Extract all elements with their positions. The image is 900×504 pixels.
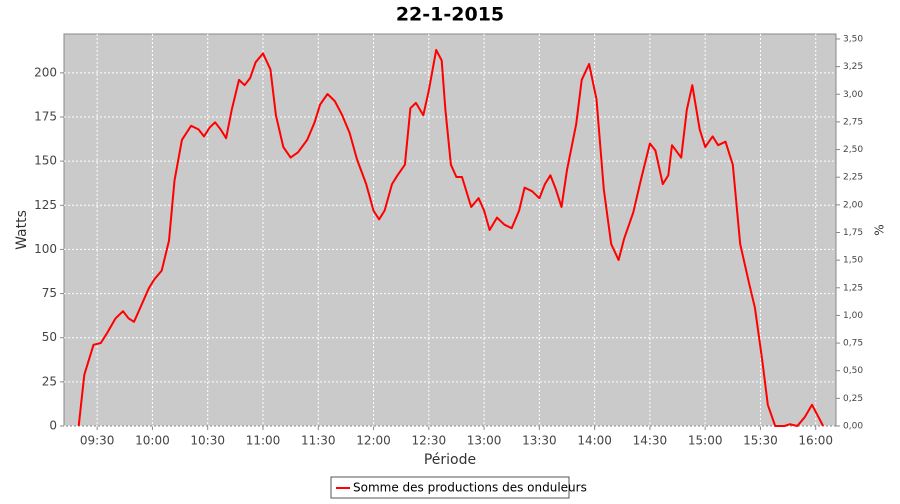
x-axis-label: Période <box>424 452 476 468</box>
x-tick-label: 09:30 <box>80 434 115 448</box>
y2-tick-label: 1,00 <box>843 311 863 321</box>
y2-tick-label: 2,25 <box>843 173 863 183</box>
y2-axis-label: % <box>873 224 887 235</box>
x-tick-label: 12:00 <box>356 434 391 448</box>
x-tick-label: 14:00 <box>577 434 612 448</box>
series-line <box>77 48 824 427</box>
x-tick-label: 16:00 <box>798 434 833 448</box>
y-tick-label: 0 <box>49 419 57 433</box>
y2-tick-label: 0,00 <box>843 422 863 432</box>
y2-tick-label: 1,25 <box>843 283 863 293</box>
legend <box>330 476 570 499</box>
y2-tick-label: 0,50 <box>843 366 863 376</box>
x-tick-label: 10:30 <box>190 434 225 448</box>
y2-tick-label: 0,25 <box>843 394 863 404</box>
y2-tick-label: 2,50 <box>843 145 863 155</box>
y2-tick-label: 3,25 <box>843 62 863 72</box>
y-tick-label: 125 <box>34 198 57 212</box>
y2-tick-label: 3,50 <box>843 34 863 44</box>
y2-tick-label: 1,50 <box>843 256 863 266</box>
chart-title: 22-1-2015 <box>396 4 504 26</box>
x-tick-label: 10:00 <box>135 434 170 448</box>
x-tick-label: 15:00 <box>688 434 723 448</box>
y-tick-label: 150 <box>34 154 57 168</box>
y-tick-label: 200 <box>34 65 57 79</box>
y2-tick-label: 1,75 <box>843 228 863 238</box>
y-tick-label: 75 <box>42 286 57 300</box>
legend-label: Somme des productions des onduleurs <box>353 481 587 495</box>
y2-tick-label: 3,00 <box>843 90 863 100</box>
x-tick-label: 12:30 <box>412 434 447 448</box>
y-tick-label: 100 <box>34 242 57 256</box>
y2-tick-label: 2,75 <box>843 117 863 127</box>
x-tick-label: 11:30 <box>301 434 336 448</box>
x-tick-label: 15:30 <box>743 434 778 448</box>
x-tick-label: 13:30 <box>522 434 557 448</box>
y-tick-label: 25 <box>42 374 57 388</box>
x-tick-label: 14:30 <box>633 434 668 448</box>
x-tick-label: 11:00 <box>246 434 281 448</box>
x-tick-label: 13:00 <box>467 434 502 448</box>
y2-tick-label: 2,00 <box>843 200 863 210</box>
y-tick-label: 50 <box>42 330 57 344</box>
y-tick-label: 175 <box>34 109 57 123</box>
y-axis-label: Watts <box>14 210 30 250</box>
plot-area <box>63 33 837 427</box>
y2-tick-label: 0,75 <box>843 339 863 349</box>
